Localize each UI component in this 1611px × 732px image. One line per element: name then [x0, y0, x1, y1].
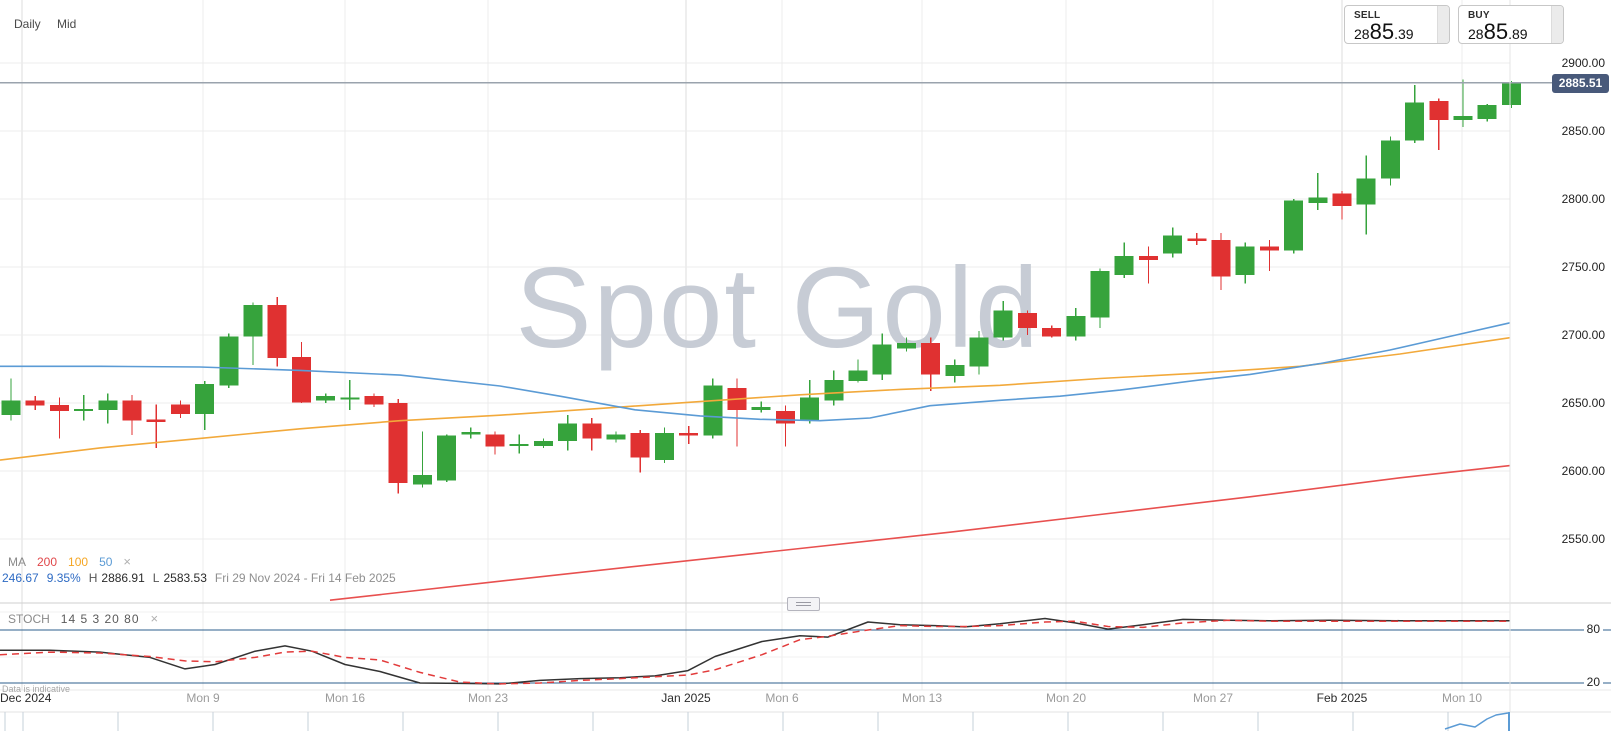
time-tick-label: Mon 6 — [765, 691, 799, 705]
stoch-indicator-legend[interactable]: STOCH 14 5 3 20 80 × — [8, 611, 158, 626]
buy-box-strip — [1551, 6, 1563, 43]
watermark: Spot Gold — [516, 245, 1041, 372]
buy-label: BUY — [1468, 10, 1490, 21]
ma-50-label: 50 — [99, 555, 113, 569]
time-tick-label: Jan 2025 — [661, 691, 711, 705]
sell-box-strip — [1437, 6, 1449, 43]
buy-price: 2885.89 — [1468, 19, 1528, 44]
timeframe-select[interactable]: Daily — [14, 17, 41, 31]
stoch-legend-name: STOCH — [8, 612, 50, 626]
change-percent: 9.35% — [46, 571, 81, 585]
price-tick-label: 2650.00 — [1561, 396, 1605, 410]
price-tick-label: 2550.00 — [1561, 532, 1605, 546]
sell-label: SELL — [1354, 10, 1381, 21]
price-tick-label: 2750.00 — [1561, 260, 1605, 274]
price-tick-label: 2900.00 — [1561, 56, 1605, 70]
stoch-close-icon[interactable]: × — [150, 611, 159, 626]
low-label: L — [152, 571, 160, 585]
high-value: 2886.91 — [101, 571, 145, 585]
time-tick-label: Mon 10 — [1441, 691, 1483, 705]
sell-button[interactable]: SELL 2885.39 — [1344, 5, 1450, 44]
time-tick-label: Mon 13 — [901, 691, 943, 705]
date-range: Fri 29 Nov 2024 - Fri 14 Feb 2025 — [214, 571, 396, 585]
price-type-select[interactable]: Mid — [57, 17, 77, 31]
chart-navigator[interactable] — [0, 712, 1611, 732]
ma-indicator-legend[interactable]: MA 200 100 50 × — [8, 554, 131, 569]
ma-close-icon[interactable]: × — [123, 554, 132, 569]
sell-price: 2885.39 — [1354, 19, 1414, 44]
data-indicative-note: Data is indicative — [2, 684, 71, 694]
price-tick-label: 2600.00 — [1561, 464, 1605, 478]
time-tick-label: Dec 2024 — [0, 691, 52, 705]
buy-button[interactable]: BUY 2885.89 — [1458, 5, 1564, 44]
time-tick-label: Mon 9 — [186, 691, 220, 705]
change-value: 246.67 — [2, 571, 39, 585]
low-value: 2583.53 — [163, 571, 207, 585]
time-tick-label: Mon 20 — [1045, 691, 1087, 705]
price-tick-label: 2700.00 — [1561, 328, 1605, 342]
chart-info-line: 246.67 9.35% H 2886.91 L 2583.53 Fri 29 Nov 20… — [2, 571, 404, 585]
ma-200-label: 200 — [37, 555, 58, 569]
time-tick-label: Feb 2025 — [1316, 691, 1368, 705]
ma-100-label: 100 — [68, 555, 89, 569]
ma-legend-name: MA — [8, 555, 26, 569]
pane-resize-handle[interactable] — [787, 597, 820, 611]
current-price-tag: 2885.51 — [1552, 74, 1609, 93]
time-tick-label: Mon 27 — [1192, 691, 1234, 705]
stoch-level-label: 20 — [1583, 675, 1603, 689]
time-tick-label: Mon 16 — [324, 691, 366, 705]
price-tick-label: 2800.00 — [1561, 192, 1605, 206]
stoch-params: 14 5 3 20 80 — [60, 612, 140, 626]
high-label: H — [88, 571, 98, 585]
stoch-level-label: 80 — [1583, 622, 1603, 636]
price-tick-label: 2850.00 — [1561, 124, 1605, 138]
time-tick-label: Mon 23 — [467, 691, 509, 705]
